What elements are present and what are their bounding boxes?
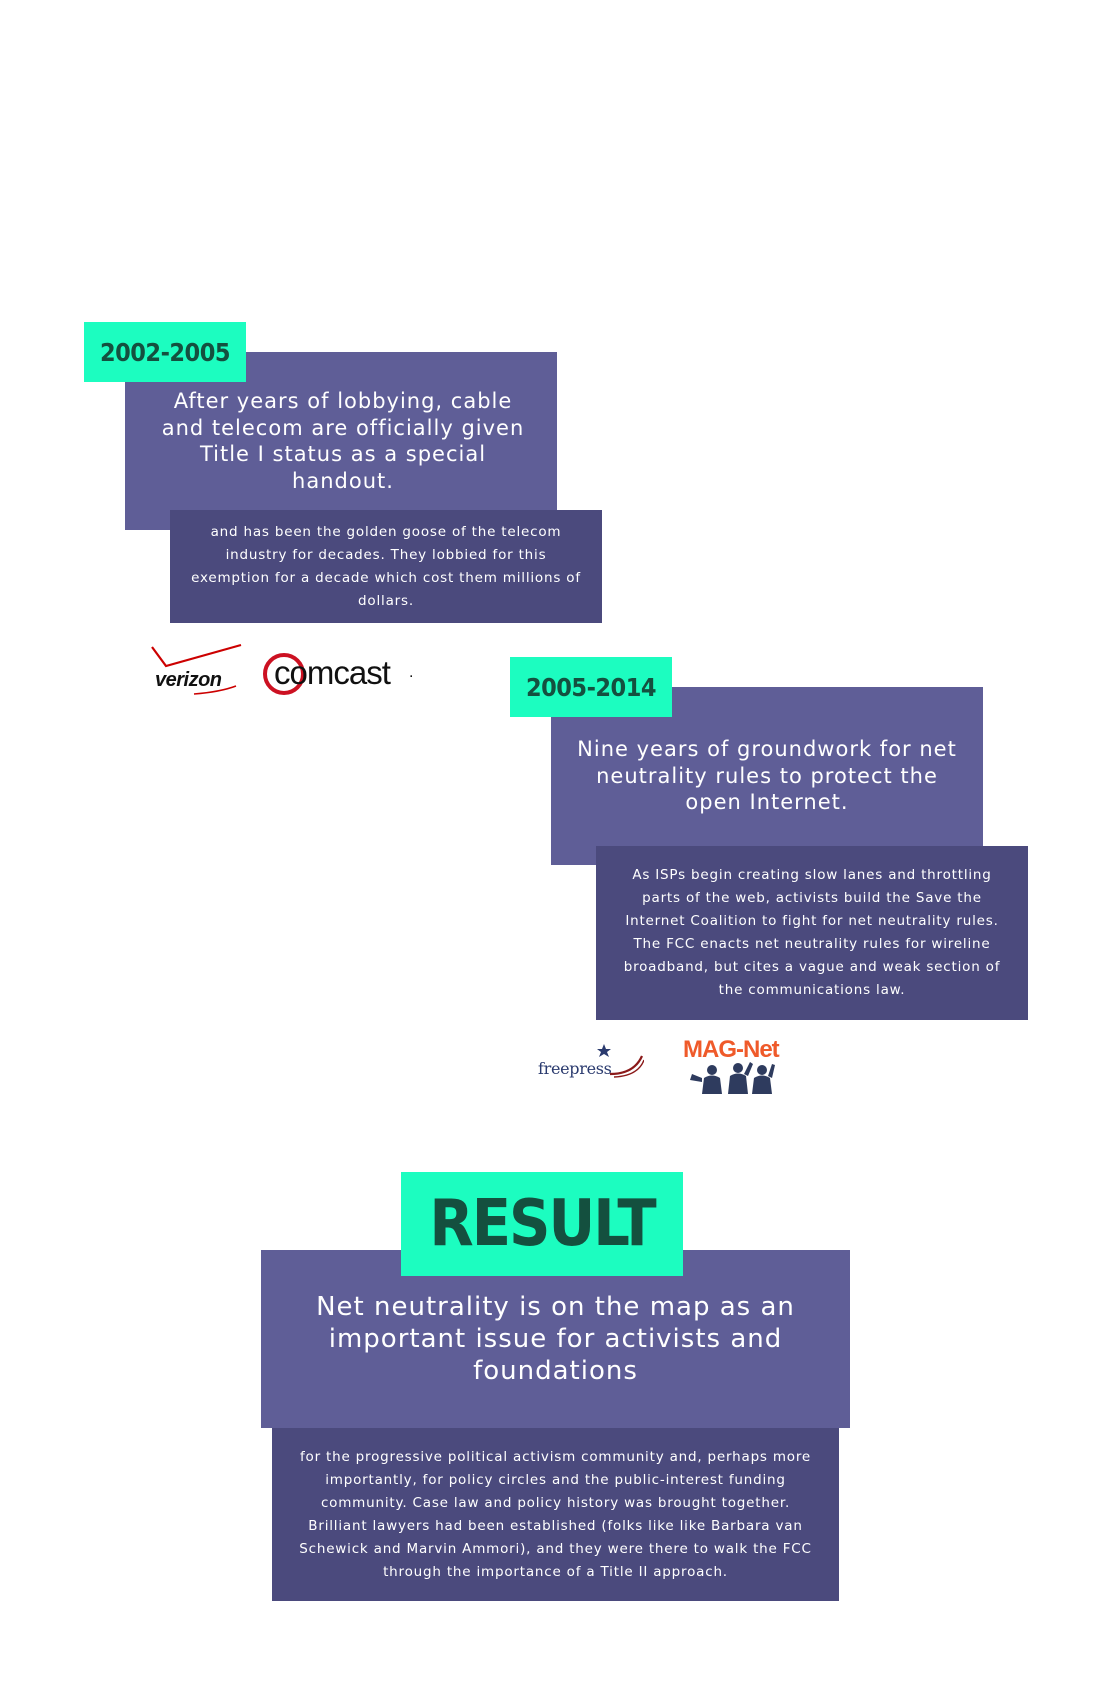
result-detail-box: for the progressive political activism c… xyxy=(272,1428,839,1601)
period2-detail-box: As ISPs begin creating slow lanes and th… xyxy=(596,846,1028,1020)
result-headline: Net neutrality is on the map as an impor… xyxy=(316,1292,795,1386)
result-headline-box: Net neutrality is on the map as an impor… xyxy=(261,1250,850,1428)
period1-detail: and has been the golden goose of the tel… xyxy=(191,523,581,609)
period1-year: 2002-2005 xyxy=(99,337,231,367)
period1-headline-box: After years of lobbying, cable and telec… xyxy=(125,352,557,530)
freepress-wordmark: freepress xyxy=(538,1059,612,1078)
magnet-crowd-icon xyxy=(690,1062,775,1094)
period2-detail: As ISPs begin creating slow lanes and th… xyxy=(623,867,1001,998)
freepress-logo: freepress xyxy=(536,1042,648,1082)
comcast-wordmark: comcast xyxy=(274,654,391,691)
comcast-ring-icon xyxy=(263,653,305,695)
verizon-logo: verizon xyxy=(148,642,248,698)
period2-year-tag: 2005-2014 xyxy=(510,657,672,717)
verizon-wordmark: verizon xyxy=(155,669,222,691)
result-title: RESULT xyxy=(429,1187,656,1261)
comcast-trademark: . xyxy=(409,664,414,681)
freepress-swoosh-icon xyxy=(597,1044,644,1078)
period2-headline: Nine years of groundwork for net neutral… xyxy=(577,737,957,815)
period1-detail-box: and has been the golden goose of the tel… xyxy=(170,510,602,623)
period1-year-tag: 2002-2005 xyxy=(84,322,246,382)
result-tag: RESULT xyxy=(401,1172,683,1276)
magnet-logo: MAG-Net xyxy=(683,1036,783,1094)
comcast-logo: comcast . xyxy=(260,650,420,698)
result-detail: for the progressive political activism c… xyxy=(299,1448,812,1580)
period2-headline-box: Nine years of groundwork for net neutral… xyxy=(551,687,983,865)
verizon-check-icon xyxy=(151,643,242,695)
magnet-wordmark: MAG-Net xyxy=(683,1036,780,1063)
period1-headline: After years of lobbying, cable and telec… xyxy=(161,389,525,493)
period2-year: 2005-2014 xyxy=(525,672,657,702)
